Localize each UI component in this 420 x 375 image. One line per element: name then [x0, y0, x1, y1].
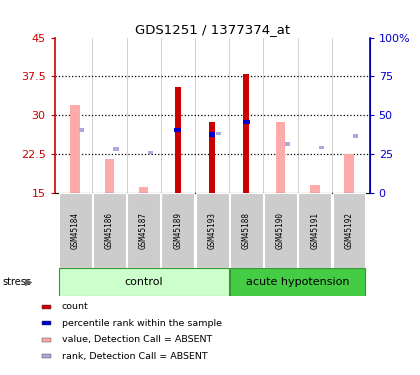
Bar	[42, 354, 50, 358]
Title: GDS1251 / 1377374_at: GDS1251 / 1377374_at	[134, 23, 290, 36]
Bar	[42, 338, 50, 342]
Bar	[276, 122, 285, 193]
Text: rank, Detection Call = ABSENT: rank, Detection Call = ABSENT	[62, 352, 207, 361]
Bar	[113, 147, 119, 151]
Bar	[344, 154, 354, 193]
Bar	[59, 193, 92, 268]
Bar	[71, 105, 80, 193]
Bar	[161, 193, 194, 268]
Bar	[230, 193, 263, 268]
Text: GSM45193: GSM45193	[207, 212, 217, 249]
Bar	[209, 122, 215, 193]
Text: GSM45186: GSM45186	[105, 212, 114, 249]
Text: GSM45191: GSM45191	[310, 212, 319, 249]
Bar	[175, 87, 181, 193]
Text: acute hypotension: acute hypotension	[246, 277, 349, 287]
Bar	[333, 193, 365, 268]
Text: GSM45187: GSM45187	[139, 212, 148, 249]
Bar	[79, 128, 84, 132]
Text: ▶: ▶	[25, 277, 32, 287]
Text: stress: stress	[2, 277, 31, 287]
Text: percentile rank within the sample: percentile rank within the sample	[62, 319, 221, 328]
Bar	[243, 74, 249, 193]
Bar	[139, 187, 148, 193]
Bar	[209, 132, 215, 136]
Bar	[319, 146, 324, 149]
Text: GSM45192: GSM45192	[344, 212, 354, 249]
Bar	[310, 185, 320, 193]
Bar	[42, 321, 50, 325]
Bar	[59, 268, 228, 296]
Bar	[148, 151, 153, 154]
Bar	[42, 305, 50, 309]
Text: control: control	[124, 277, 163, 287]
Text: GSM45188: GSM45188	[242, 212, 251, 249]
Text: GSM45189: GSM45189	[173, 212, 182, 249]
Bar	[230, 268, 365, 296]
Bar	[243, 120, 250, 124]
Bar	[105, 159, 114, 193]
Bar	[196, 193, 228, 268]
Bar	[264, 193, 297, 268]
Bar	[353, 134, 358, 138]
Bar	[174, 128, 181, 132]
Bar	[127, 193, 160, 268]
Bar	[216, 132, 221, 135]
Text: value, Detection Call = ABSENT: value, Detection Call = ABSENT	[62, 335, 212, 344]
Bar	[93, 193, 126, 268]
Text: GSM45190: GSM45190	[276, 212, 285, 249]
Bar	[298, 193, 331, 268]
Text: GSM45184: GSM45184	[71, 212, 80, 249]
Bar	[285, 142, 290, 146]
Text: count: count	[62, 302, 88, 311]
